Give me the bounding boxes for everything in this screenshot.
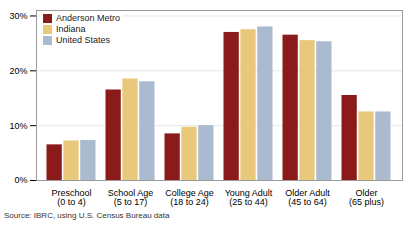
- svg-text:College Age(18 to 24): College Age(18 to 24): [165, 188, 214, 207]
- html-text:Anderson Metro: Anderson Metro: [56, 13, 120, 23]
- svg-text:30%: 30%: [9, 11, 27, 21]
- svg-text:0%: 0%: [14, 175, 27, 185]
- html-text:Indiana: Indiana: [56, 24, 86, 34]
- svg-text:Older(65 plus): Older(65 plus): [349, 188, 384, 207]
- svg-text:Older Adult(45 to 64): Older Adult(45 to 64): [285, 188, 330, 207]
- html-text:United States: United States: [56, 35, 110, 45]
- svg-text:10%: 10%: [9, 121, 27, 131]
- html-text:Source: IBRC, using U.S. Censu: Source: IBRC, using U.S. Census Bureau d…: [4, 211, 170, 220]
- svg-text:20%: 20%: [9, 66, 27, 76]
- svg-text:Preschool(0 to 4): Preschool(0 to 4): [51, 188, 91, 207]
- svg-text:School Age(5 to 17): School Age(5 to 17): [108, 188, 154, 207]
- svg-text:Young Adult(25 to 44): Young Adult(25 to 44): [225, 188, 273, 207]
